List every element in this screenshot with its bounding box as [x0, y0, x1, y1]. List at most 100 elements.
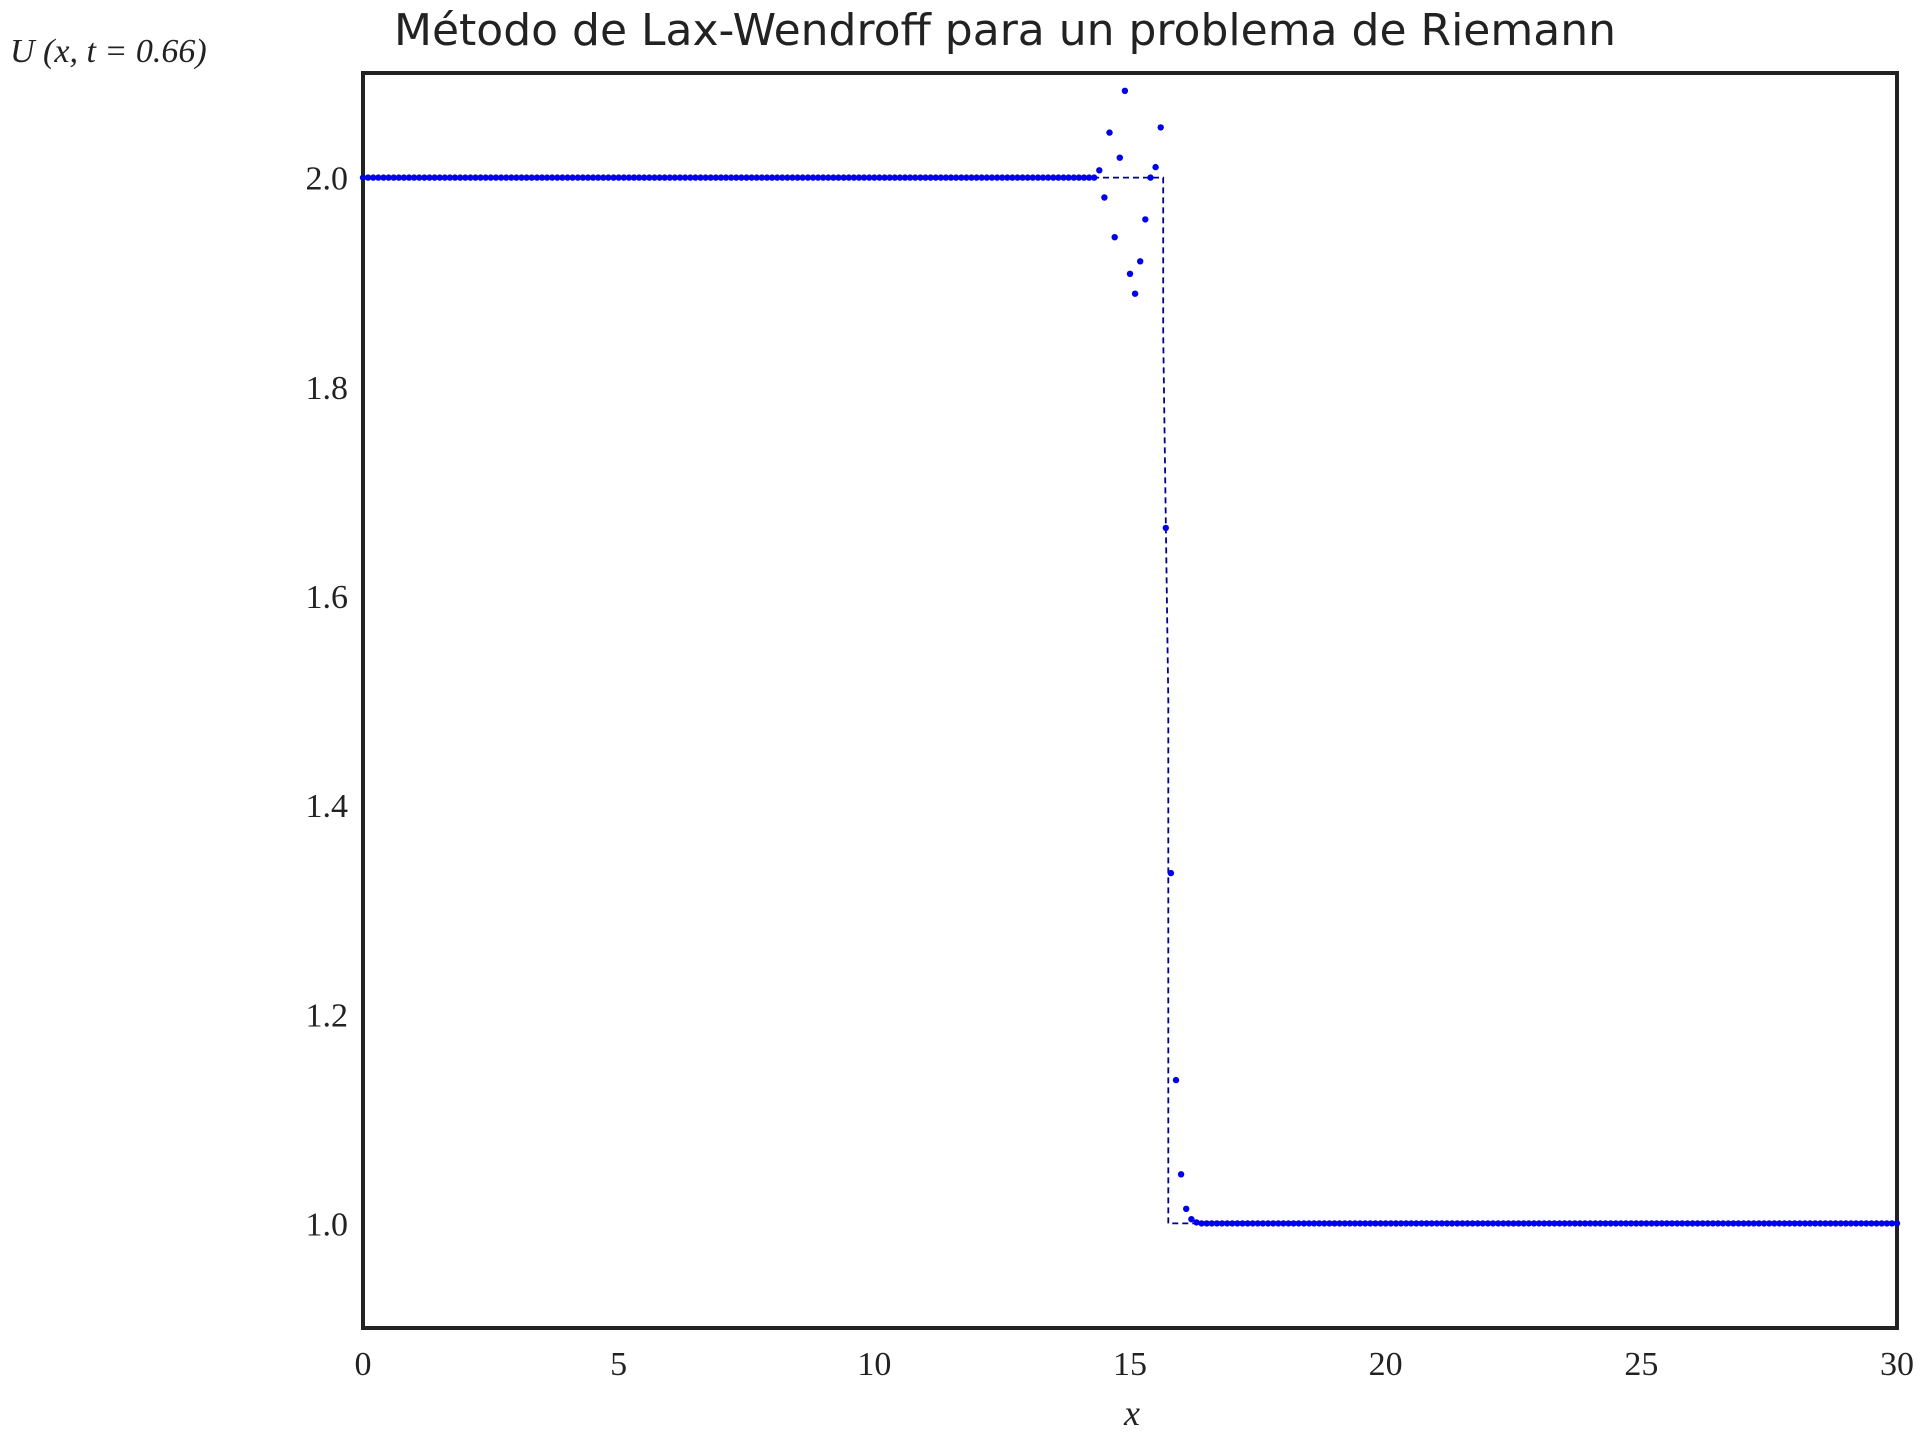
data-point [753, 174, 760, 181]
data-point [641, 174, 648, 181]
data-point [1065, 174, 1072, 181]
data-point [1822, 1220, 1829, 1227]
data-point [1070, 174, 1078, 181]
data-point [1602, 1220, 1609, 1227]
data-point [1673, 1220, 1681, 1227]
data-point [1852, 1220, 1860, 1227]
data-point [1356, 1220, 1364, 1227]
data-point [462, 174, 469, 181]
data-point [457, 174, 464, 181]
y-tick-label: 1.4 [306, 788, 349, 825]
data-point [886, 174, 893, 181]
data-point [1295, 1220, 1302, 1227]
data-point [477, 174, 484, 181]
data-point [896, 174, 904, 181]
data-point [554, 174, 561, 181]
data-point [523, 174, 530, 181]
exact-solution-line [363, 176, 1897, 1225]
data-point [528, 174, 535, 181]
data-point [1847, 1220, 1855, 1227]
data-point [1878, 1220, 1885, 1227]
data-point [1152, 163, 1159, 171]
data-point [482, 174, 489, 181]
data-point [1704, 1220, 1712, 1227]
data-point [1571, 1220, 1579, 1227]
data-point [1259, 1220, 1267, 1227]
data-point [589, 174, 597, 181]
data-point [1290, 1220, 1297, 1227]
data-point [533, 174, 541, 181]
data-point [1234, 1220, 1241, 1227]
plot-area: 0 5 10 15 20 25 30 1.0 1.2 1.4 1.6 1.8 2.0 [306, 71, 1914, 1383]
x-tick-label: 5 [610, 1346, 627, 1383]
data-point [1740, 1220, 1747, 1227]
data-point [1863, 1220, 1870, 1227]
data-point [1362, 1220, 1369, 1227]
data-point [1249, 1220, 1256, 1227]
data-point [1188, 1216, 1195, 1223]
data-point [405, 174, 413, 181]
x-tick-label: 30 [1880, 1346, 1914, 1383]
data-point [559, 174, 566, 181]
data-point [666, 174, 673, 181]
data-point [416, 174, 423, 181]
data-point [1213, 1220, 1221, 1227]
data-point [1535, 1220, 1543, 1227]
data-point [1239, 1220, 1246, 1227]
data-point [451, 174, 459, 181]
data-point [1203, 1220, 1210, 1227]
data-point [1372, 1220, 1379, 1227]
data-point [697, 174, 704, 181]
data-point [1131, 290, 1139, 297]
data-point [1556, 1220, 1563, 1227]
data-point [952, 174, 960, 181]
data-point [779, 174, 786, 181]
data-point [492, 174, 500, 181]
data-point [1106, 129, 1113, 136]
y-tick-label: 1.2 [306, 997, 349, 1034]
data-point [1418, 1220, 1425, 1227]
data-point [1520, 1220, 1527, 1227]
data-point [789, 174, 796, 181]
data-point [1172, 1076, 1180, 1084]
data-point [1085, 174, 1093, 181]
data-point [1479, 1220, 1487, 1227]
data-point [1791, 1220, 1798, 1227]
data-point [1581, 1220, 1589, 1227]
x-tick-label: 20 [1369, 1346, 1403, 1383]
data-point [1300, 1220, 1308, 1227]
data-point [625, 174, 633, 181]
data-point [1566, 1220, 1573, 1227]
data-point [1883, 1220, 1891, 1227]
data-point [1541, 1220, 1548, 1227]
data-point [1433, 1220, 1441, 1227]
chart-title: Método de Lax-Wendroff para un problema … [394, 5, 1616, 56]
data-point [1305, 1220, 1313, 1227]
data-point [922, 174, 929, 181]
data-point [1039, 174, 1047, 181]
data-point [1402, 1220, 1410, 1227]
data-point [1157, 124, 1164, 131]
data-point [1060, 174, 1067, 181]
data-point [1229, 1220, 1236, 1227]
data-point [871, 174, 878, 181]
data-point [1510, 1220, 1517, 1227]
data-point [681, 174, 689, 181]
data-point [978, 174, 985, 181]
data-point [1142, 216, 1149, 223]
data-point [860, 174, 868, 181]
data-point [1162, 524, 1170, 532]
data-point [1633, 1220, 1640, 1227]
y-tick-label: 1.8 [306, 370, 349, 407]
data-point [1888, 1220, 1896, 1227]
data-point [1459, 1220, 1466, 1227]
data-point [917, 174, 924, 181]
data-point [794, 174, 801, 181]
data-point [1694, 1220, 1701, 1227]
data-point [1009, 174, 1016, 181]
data-point [763, 174, 771, 181]
data-point [370, 174, 377, 181]
data-point [1147, 174, 1154, 181]
data-point [1530, 1220, 1538, 1227]
data-point [441, 174, 448, 181]
